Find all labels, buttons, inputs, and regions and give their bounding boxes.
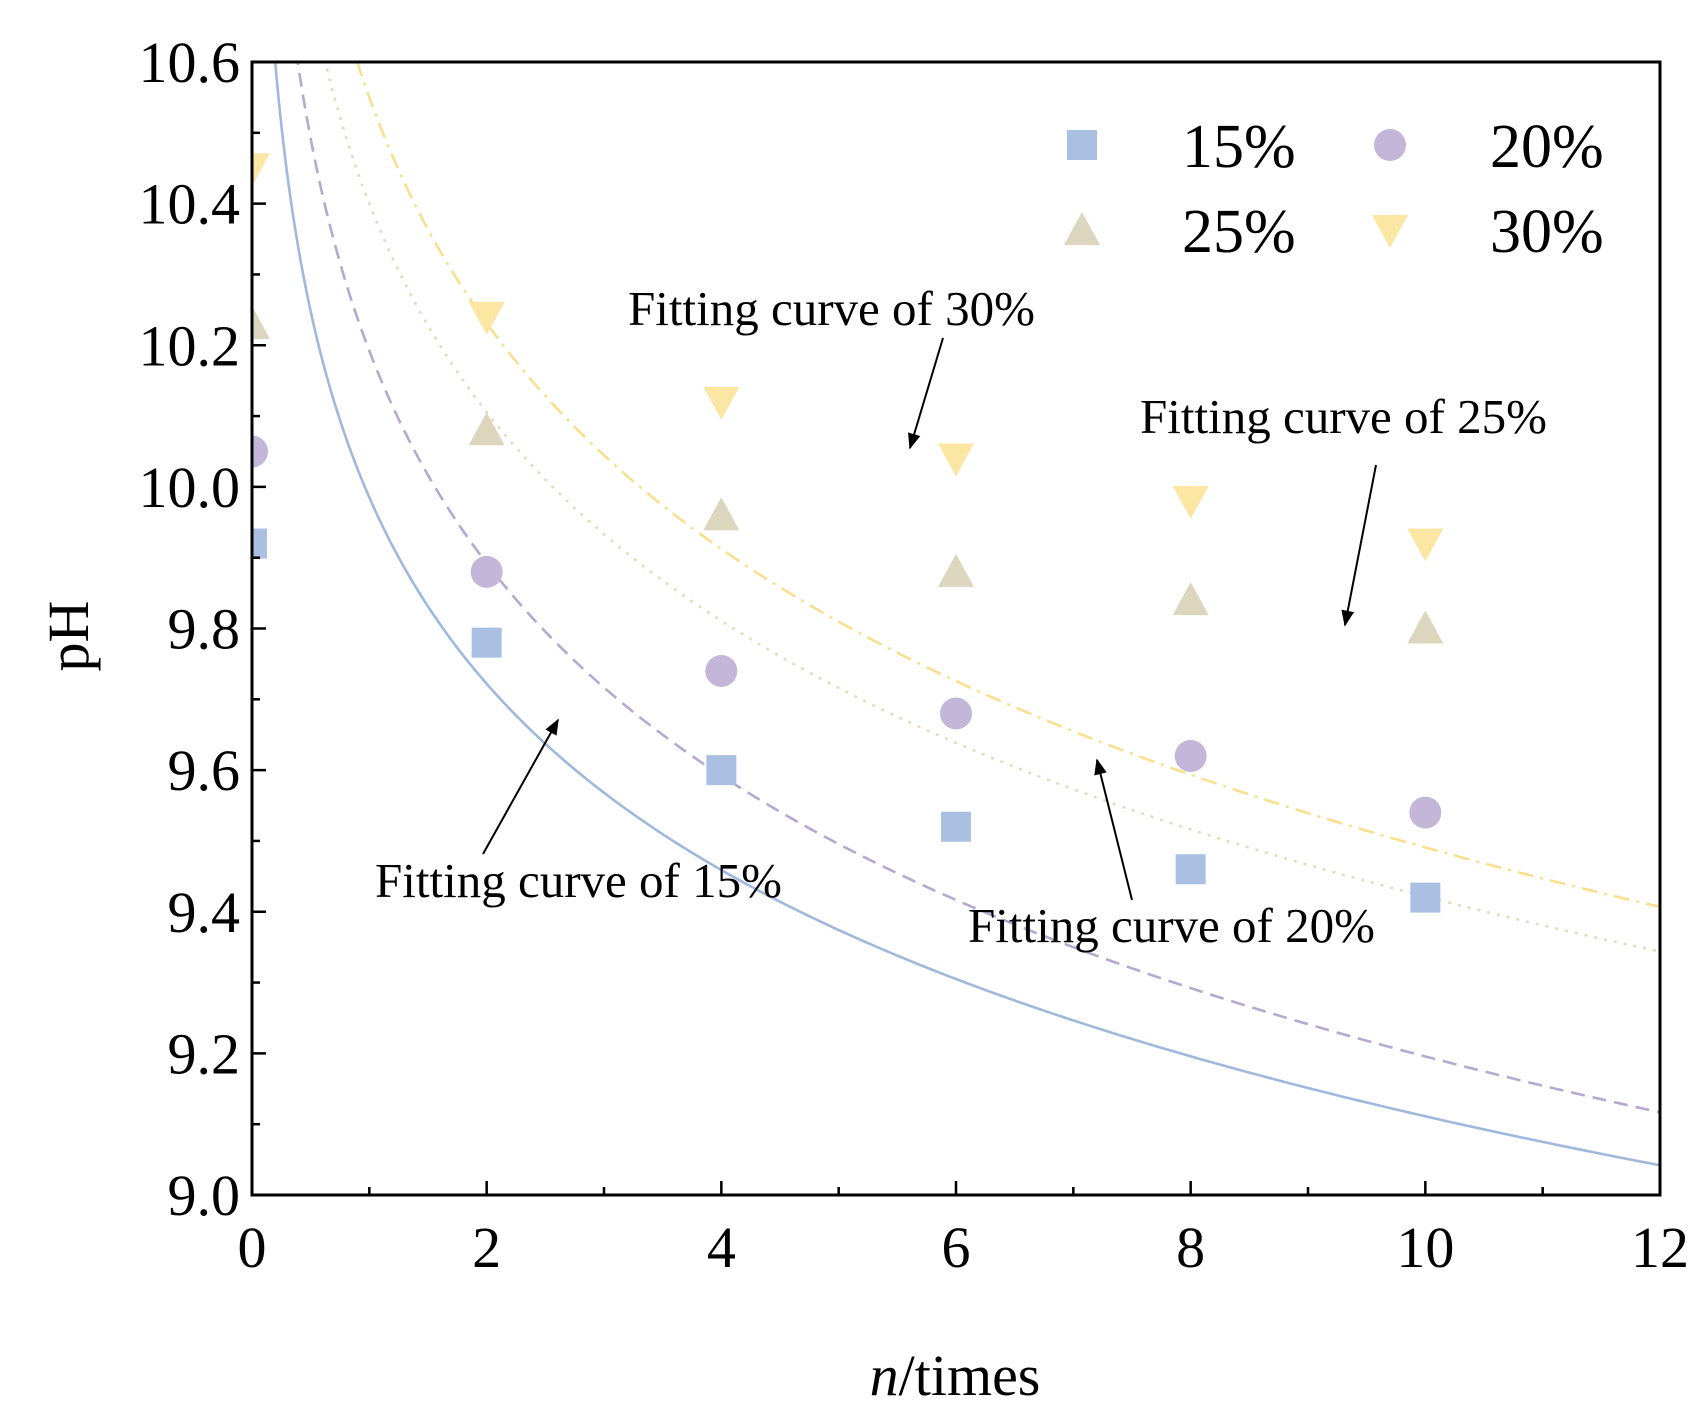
- point-30-x0: [252, 153, 270, 187]
- point-30-x2: [468, 301, 505, 335]
- point-15-x0: [252, 528, 267, 559]
- points-clipped: [252, 153, 1444, 913]
- point-25-x0: [252, 306, 270, 340]
- point-20-x4: [705, 654, 738, 687]
- x-tick-label: 2: [472, 1215, 501, 1280]
- x-axis-title-rest: /times: [899, 1343, 1041, 1408]
- legend-marker-15: [1067, 130, 1097, 160]
- arrow-fit-30: [908, 337, 944, 450]
- point-25-x2: [468, 412, 505, 446]
- legend-label-20: 20%: [1490, 113, 1604, 181]
- fit-curve-25: [323, 62, 1660, 953]
- x-tick-label: 0: [238, 1215, 267, 1280]
- annotation-fit-30: Fitting curve of 30%: [628, 281, 1035, 336]
- point-25-x10: [1407, 610, 1444, 644]
- x-tick-label: 4: [707, 1215, 736, 1280]
- point-15-x4: [706, 755, 737, 786]
- y-axis-title: pH: [36, 601, 101, 672]
- fitting-curves: [273, 62, 1660, 1167]
- point-25-x6: [938, 553, 974, 587]
- y-tick-label: 9.2: [168, 1021, 241, 1086]
- y-tick-label: 9.4: [168, 880, 241, 945]
- point-20-x10: [1409, 796, 1442, 829]
- point-30-x6: [938, 443, 974, 477]
- axis-ticks: 0 2 4 6 8 10 12 9.0 9.2 9.4 9.6 9.8 10.0 10.2 10.4 10.6: [139, 30, 1690, 1280]
- plot-frame: [250, 60, 1662, 1197]
- legend-label-15: 15%: [1182, 113, 1296, 181]
- arrow-fit-15: [482, 718, 559, 855]
- plot-border: [250, 60, 1662, 1197]
- fit-curve-30: [355, 62, 1660, 909]
- point-15-x10: [1410, 882, 1441, 913]
- x-tick-label: 12: [1631, 1215, 1689, 1280]
- legend-marker-20: [1374, 129, 1406, 161]
- y-tick-label: 10.6: [139, 30, 241, 95]
- annotation-arrows: [482, 337, 1377, 901]
- y-tick-label: 9.6: [168, 738, 241, 803]
- point-15-x2: [471, 627, 502, 658]
- legend-label-30: 30%: [1490, 198, 1604, 266]
- y-tick-label: 9.8: [168, 597, 241, 662]
- point-25-x8: [1172, 582, 1209, 616]
- arrow-fit-20: [1094, 758, 1133, 901]
- point-30-x8: [1172, 486, 1209, 520]
- fit-curve-15: [273, 62, 1660, 1167]
- x-tick-label: 6: [942, 1215, 971, 1280]
- arrow-fit-25: [1341, 464, 1377, 627]
- legend: 15% 20% 25% 30%: [1064, 113, 1604, 266]
- data-points: [252, 153, 1444, 913]
- y-tick-label: 9.0: [168, 1163, 241, 1228]
- point-15-x8: [1175, 854, 1206, 885]
- x-axis-title-italic: n: [870, 1343, 899, 1408]
- point-30-x4: [703, 386, 740, 420]
- x-tick-label: 10: [1396, 1215, 1454, 1280]
- point-20-x2: [470, 555, 503, 588]
- point-15-x6: [941, 811, 971, 842]
- point-25-x4: [703, 497, 740, 531]
- y-tick-label: 10.0: [139, 455, 241, 520]
- annotation-fit-15: Fitting curve of 15%: [375, 853, 782, 908]
- x-tick-label: 8: [1176, 1215, 1205, 1280]
- point-20-x8: [1174, 739, 1207, 772]
- y-tick-label: 10.2: [139, 313, 241, 378]
- annotation-fit-20: Fitting curve of 20%: [968, 898, 1375, 953]
- legend-marker-30: [1372, 215, 1408, 248]
- legend-label-25: 25%: [1182, 198, 1296, 266]
- x-axis-title: n/times: [870, 1343, 1041, 1408]
- y-tick-label: 10.4: [139, 172, 241, 237]
- legend-marker-25: [1064, 212, 1100, 245]
- point-30-x10: [1407, 528, 1444, 562]
- annotation-fit-25: Fitting curve of 25%: [1140, 389, 1547, 444]
- point-20-x0: [252, 435, 268, 468]
- point-20-x6: [940, 697, 972, 730]
